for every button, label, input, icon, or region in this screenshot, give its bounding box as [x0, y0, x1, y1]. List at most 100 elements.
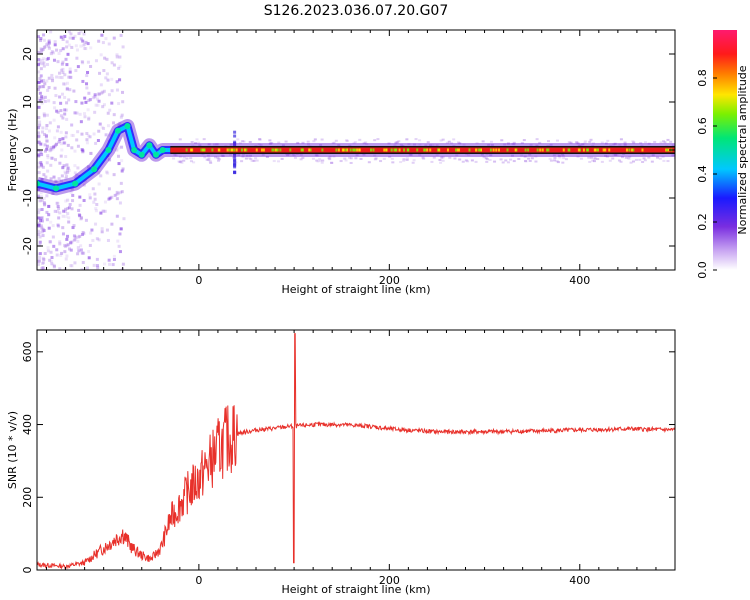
spectrogram-noise-cell — [110, 222, 114, 226]
spectrogram-noise-cell — [64, 155, 68, 159]
spectrogram-noise-cell — [64, 176, 68, 180]
spectrogram-noise-cell — [244, 157, 248, 160]
spectrogram-noise-cell — [562, 157, 566, 160]
spectrogram-noise-cell — [190, 141, 194, 144]
spectrogram-noise-cell — [72, 224, 76, 228]
spectrogram-noise-cell — [291, 153, 295, 156]
spectrogram-baseline-speck — [541, 148, 544, 152]
spectrogram-noise-cell — [388, 155, 392, 158]
spectrogram-noise-cell — [301, 156, 305, 159]
spectrogram-noise-cell — [59, 253, 63, 257]
spectrogram-noise-cell — [47, 44, 51, 48]
spectrogram-noise-cell — [121, 90, 125, 94]
spectrogram-noise-cell — [180, 161, 184, 164]
spectrogram-noise-cell — [59, 130, 63, 134]
spectrogram-noise-cell — [120, 145, 124, 149]
spectrogram-noise-cell — [70, 146, 74, 150]
spectrogram-noise-cell — [299, 153, 303, 156]
spectrogram-noise-cell — [37, 140, 41, 144]
spectrogram-noise-cell — [82, 32, 86, 36]
spectrogram-noise-cell — [55, 142, 59, 146]
spectrogram-noise-cell — [362, 142, 366, 145]
spectrogram-noise-cell — [631, 140, 635, 143]
spectrogram-noise-cell — [61, 60, 65, 64]
spectrogram-noise-cell — [45, 42, 49, 46]
spectrogram-baseline-speck — [497, 148, 500, 152]
spectrogram-noise-cell — [100, 230, 104, 234]
spectrogram-noise-cell — [90, 228, 94, 232]
spectrogram-noise-cell — [89, 64, 93, 68]
spectrogram-noise-cell — [428, 144, 432, 147]
spectrogram-noise-cell — [117, 162, 121, 166]
spectrogram-noise-cell — [102, 103, 106, 107]
spectrogram-noise-cell — [87, 91, 91, 95]
spectrogram-noise-cell — [589, 156, 593, 159]
spectrogram-noise-cell — [58, 139, 62, 143]
spectrogram-noise-cell — [68, 70, 72, 74]
spectrogram-noise-cell — [69, 190, 73, 194]
spectrogram-baseline-speck — [458, 148, 461, 152]
spectrogram-baseline-speck — [390, 148, 393, 152]
spectrogram-noise-cell — [49, 52, 53, 56]
spectrogram-baseline-speck — [235, 148, 238, 152]
spectrogram-noise-cell — [37, 81, 41, 85]
spectrogram-noise-cell — [321, 159, 325, 162]
spectrogram-noise-cell — [661, 155, 665, 158]
spectrogram-baseline-speck — [546, 148, 549, 152]
spectrogram-noise-cell — [405, 157, 409, 160]
spectrogram-noise-cell — [40, 97, 44, 101]
spectrogram-noise-cell — [583, 141, 587, 144]
spectrogram-noise-cell — [221, 154, 225, 157]
spectrogram-noise-cell — [520, 154, 524, 157]
spectrogram-noise-cell — [67, 30, 71, 34]
spectrogram-noise-cell — [626, 156, 630, 159]
spectrogram-noise-cell — [65, 45, 69, 49]
spectrogram-noise-cell — [54, 179, 58, 183]
spectrogram-noise-cell — [41, 47, 45, 51]
spectrogram-noise-cell — [390, 157, 394, 160]
spectrogram-noise-cell — [97, 182, 101, 186]
spectrogram-noise-cell — [39, 150, 43, 154]
spectrogram-noise-cell — [42, 78, 46, 82]
spectrogram-noise-cell — [527, 157, 531, 160]
spectrogram-noise-cell — [49, 260, 53, 264]
spectrogram-noise-cell — [39, 74, 43, 78]
spectrogram-noise-cell — [345, 139, 349, 142]
spectrogram-noise-cell — [118, 55, 122, 59]
spectrogram-noise-cell — [37, 165, 41, 169]
spectrogram-noise-cell — [605, 155, 609, 158]
spectrogram-noise-cell — [191, 144, 195, 147]
spectrogram-noise-cell — [73, 171, 77, 175]
spectrogram-noise-cell — [61, 166, 65, 170]
spectrogram-noise-cell — [118, 191, 122, 195]
spectrogram-noise-cell — [77, 32, 81, 36]
spectrogram-noise-cell — [45, 139, 49, 143]
spectrogram-noise-cell — [108, 108, 112, 112]
spectrogram-noise-cell — [604, 154, 608, 157]
spectrogram-noise-cell — [192, 161, 196, 164]
spectrogram-noise-cell — [194, 141, 198, 144]
spectrogram-noise-cell — [213, 143, 217, 146]
spectrogram-noise-cell — [88, 243, 92, 247]
colorbar-tick-label: 0.0 — [696, 261, 709, 279]
spectrogram-baseline-speck — [240, 148, 243, 152]
spectrogram-noise-cell — [37, 221, 41, 225]
spectrogram-noise-cell — [120, 190, 124, 194]
spectrogram-noise-cell — [52, 244, 56, 248]
spectrogram-noise-cell — [461, 160, 465, 163]
spectrogram-noise-cell — [85, 86, 89, 90]
spectrogram-noise-cell — [318, 159, 322, 162]
spectrogram-noise-cell — [535, 144, 539, 147]
spectrogram-noise-cell — [80, 251, 84, 255]
spectrogram-noise-cell — [315, 159, 319, 162]
spectrogram-spike-cell — [233, 134, 237, 138]
spectrogram-baseline-speck — [356, 148, 359, 152]
spectrogram-noise-cell — [280, 157, 284, 160]
spectrogram-noise-cell — [63, 95, 67, 99]
spectrogram-noise-cell — [47, 39, 51, 43]
spectrogram-noise-cell — [102, 89, 106, 93]
spectrogram-noise-cell — [38, 240, 42, 244]
spectrogram-spike-cell — [233, 142, 237, 146]
spectrogram-noise-cell — [69, 241, 73, 245]
spectrogram-noise-cell — [205, 158, 209, 161]
